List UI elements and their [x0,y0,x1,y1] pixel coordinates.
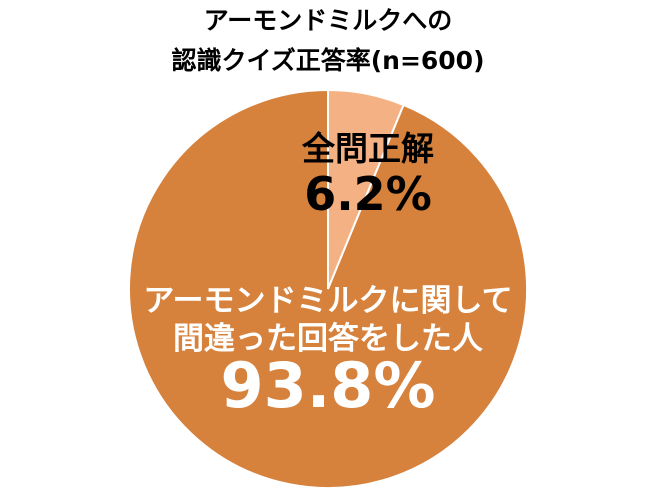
slice-value-label: 6.2% [304,167,432,221]
slice-value-label: 93.8% [220,349,435,422]
pie-slice [128,88,528,489]
slice-category-label: アーモンドミルクに関して間違った回答をした人 [143,283,512,357]
slice-category-label: 全問正解 [301,129,434,168]
chart-title: アーモンドミルクへの認識クイズ正答率(n=600) [171,6,484,75]
